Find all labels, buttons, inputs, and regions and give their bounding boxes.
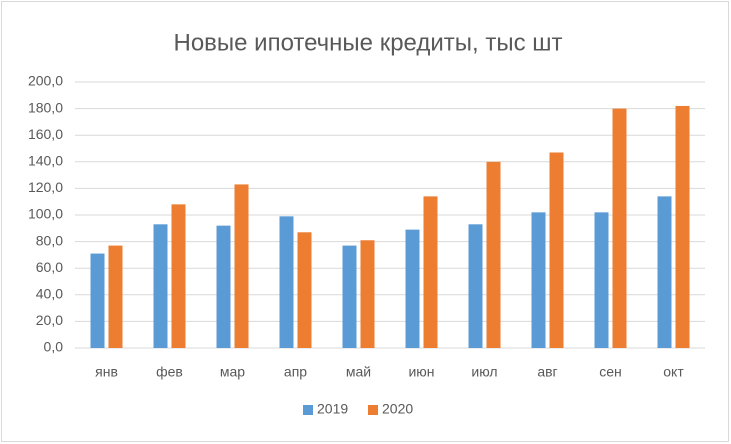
- x-tick-label: июн: [408, 364, 434, 380]
- x-tick-label: июл: [471, 364, 497, 380]
- y-tick-label: 0,0: [44, 339, 64, 355]
- bar: [297, 232, 312, 348]
- bar: [279, 216, 294, 348]
- x-tick-label: апр: [284, 364, 307, 380]
- bar: [531, 212, 546, 348]
- bar: [423, 196, 438, 348]
- legend-label: 2020: [382, 401, 413, 417]
- bar: [234, 184, 249, 348]
- x-tick-label: сен: [599, 364, 622, 380]
- bar: [360, 240, 375, 348]
- y-tick-label: 120,0: [28, 179, 63, 195]
- x-tick-label: авг: [537, 364, 557, 380]
- bar: [486, 161, 501, 348]
- x-tick-label: фев: [156, 364, 183, 380]
- y-tick-label: 40,0: [36, 286, 63, 302]
- y-tick-label: 80,0: [36, 232, 63, 248]
- bar: [675, 105, 690, 348]
- bar: [549, 152, 564, 348]
- bar: [90, 253, 105, 348]
- legend-swatch: [368, 405, 378, 415]
- x-tick-label: янв: [95, 364, 118, 380]
- y-tick-label: 140,0: [28, 153, 63, 169]
- bar: [171, 204, 186, 348]
- legend-swatch: [303, 405, 313, 415]
- x-tick-label: май: [346, 364, 371, 380]
- bar: [405, 229, 420, 348]
- x-tick-label: мар: [220, 364, 245, 380]
- legend-label: 2019: [317, 401, 348, 417]
- bar: [657, 196, 672, 348]
- bar: [342, 245, 357, 348]
- bar: [468, 224, 483, 348]
- y-tick-label: 20,0: [36, 312, 63, 328]
- bar: [108, 245, 123, 348]
- y-tick-label: 60,0: [36, 259, 63, 275]
- bar: [153, 224, 168, 348]
- chart-title: Новые ипотечные кредиты, тыс шт: [173, 29, 562, 56]
- y-tick-label: 180,0: [28, 99, 63, 115]
- bar: [216, 225, 231, 348]
- y-tick-label: 160,0: [28, 126, 63, 142]
- y-tick-label: 100,0: [28, 206, 63, 222]
- y-tick-label: 200,0: [28, 73, 63, 89]
- bar: [612, 108, 627, 348]
- x-tick-label: окт: [663, 364, 684, 380]
- bar: [594, 212, 609, 348]
